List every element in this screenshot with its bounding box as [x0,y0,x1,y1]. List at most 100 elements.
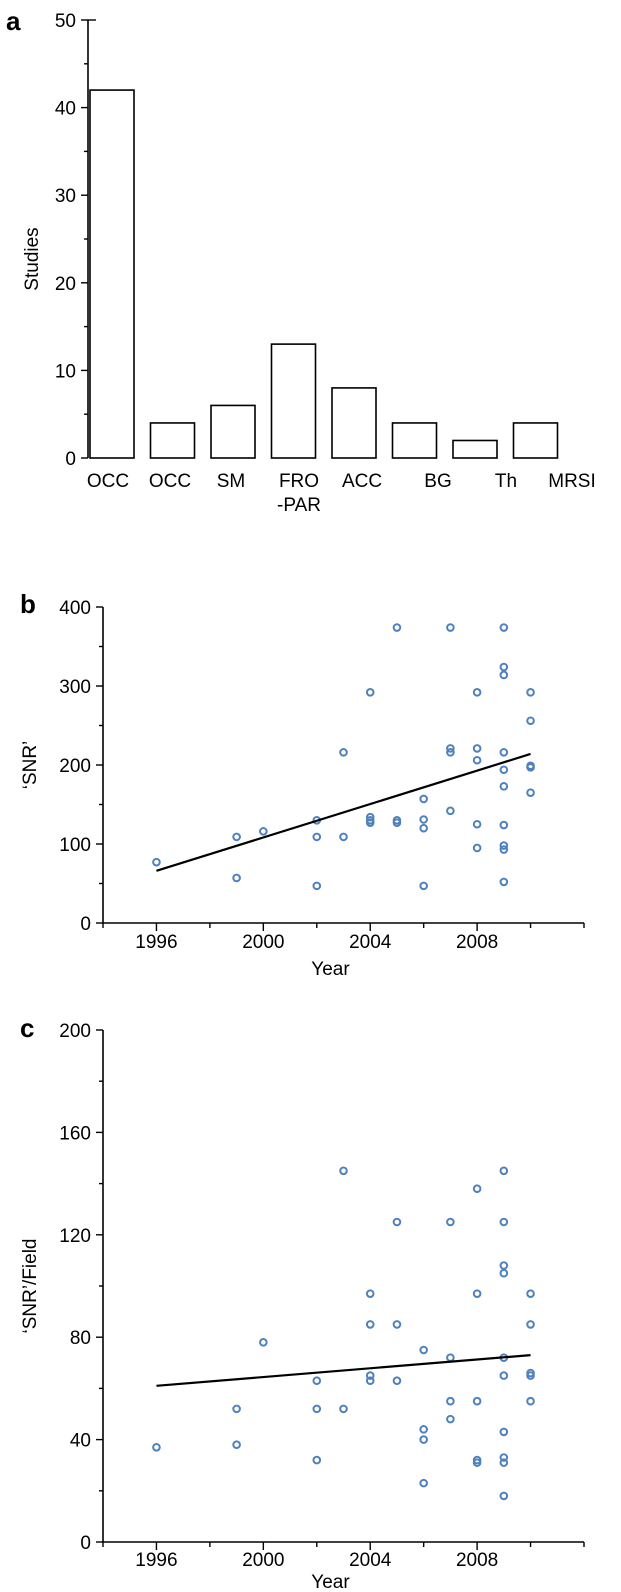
data-point [499,1427,509,1437]
x-tick-label: 1996 [135,932,177,953]
x-category-label: OCC [149,471,191,492]
data-point [526,1289,535,1298]
y-tick-label: 20 [55,274,76,295]
panel-letter: c [20,1013,34,1043]
data-point [419,1425,428,1434]
y-axis-label: ‘SNR’ [20,741,41,790]
data-point [339,1404,348,1414]
data-point [446,1353,455,1362]
data-point [526,1320,535,1329]
x-tick-label: 1996 [135,1550,177,1571]
data-point [472,744,482,753]
data-point [499,820,509,830]
data-point [312,832,322,842]
data-point [232,1404,241,1414]
data-point [472,843,482,853]
data-point [339,832,348,842]
data-point [472,755,482,765]
data-point [365,812,375,822]
data-point [446,1217,455,1227]
y-tick-label: 30 [55,186,76,207]
data-point [419,1435,428,1444]
trend-line [156,1354,531,1387]
y-tick-label: 40 [70,1431,91,1452]
data-point [499,748,509,757]
data-point [499,1371,509,1380]
data-point [472,1396,482,1406]
data-point [365,1371,375,1380]
data-point [392,1376,402,1386]
x-category-label: MRSI [548,471,596,492]
data-point [339,748,348,757]
panel-letter: b [20,589,36,619]
data-point [472,819,482,829]
data-point [419,823,428,833]
panel-letter: a [6,6,21,36]
x-category-label: SM [217,471,246,492]
panel-a-bar-chart: a 0 10 20 30 40 50 Studies OCC OCC SM FRO -PAR ACC BG T… [6,6,596,516]
trend-line [156,752,531,872]
data-point [392,818,402,827]
y-tick-label: 40 [55,99,76,120]
data-point [526,1371,535,1380]
y-tick-label: 100 [59,835,91,856]
data-point [419,1478,428,1488]
data-point [365,818,375,827]
data-point [499,1268,509,1278]
data-point [499,1453,509,1462]
data-point [232,1440,241,1450]
data-point [259,827,268,836]
y-axis-label: Studies [22,227,43,290]
data-point [365,688,375,697]
data-point [472,688,482,697]
data-point [472,1184,482,1194]
x-category-label: -PAR [277,495,321,516]
bar [391,422,438,459]
data-point [499,1261,509,1270]
x-axis-label: Year [311,959,350,980]
data-point [526,688,535,697]
data-point [419,815,428,824]
y-tick-label: 10 [55,361,76,382]
y-tick-label: 160 [59,1123,91,1144]
data-point [499,845,509,854]
data-point [365,1320,375,1329]
data-point [499,662,509,672]
data-point [259,1338,268,1347]
y-tick-label: 0 [65,449,76,470]
data-point [526,763,535,772]
y-tick-label: 80 [70,1328,91,1349]
data-point [499,1491,509,1501]
bar [452,439,498,459]
bar [512,422,559,459]
data-point [446,744,455,753]
data-point [499,782,509,791]
data-point [392,1320,402,1329]
x-category-label: OCC [87,471,129,492]
data-point [419,881,428,891]
x-tick-label: 2004 [349,1550,392,1571]
y-tick-label: 200 [59,756,91,777]
bar [89,89,135,459]
data-point [499,765,509,775]
data-point [446,806,455,816]
data-point [499,1217,509,1227]
data-point [232,873,241,883]
data-point [392,623,402,632]
data-point [232,832,241,842]
data-point [526,788,535,797]
data-point [392,1217,402,1227]
data-point [526,716,535,726]
data-point [312,881,322,891]
bar [210,404,256,459]
y-tick-label: 50 [55,11,76,32]
data-point [446,623,455,632]
data-point [419,794,428,804]
x-tick-label: 2008 [456,932,498,953]
data-point [365,1376,375,1386]
data-point [312,1455,322,1465]
bar [331,387,377,459]
x-category-label: Th [495,471,517,492]
y-tick-label: 0 [80,914,91,935]
